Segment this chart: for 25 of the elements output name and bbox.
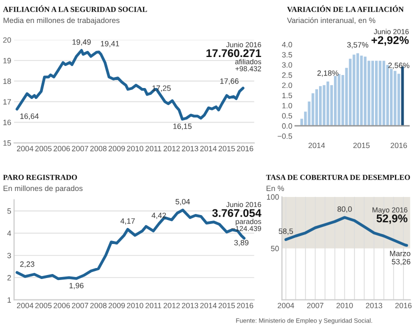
bar (352, 54, 356, 126)
bar (386, 64, 389, 126)
bar (348, 58, 352, 126)
annotation: 52,9% (376, 214, 408, 224)
bar (322, 85, 326, 126)
bar (378, 60, 382, 126)
bar (356, 53, 360, 126)
bar (315, 89, 318, 126)
bar (334, 76, 337, 126)
bar (326, 82, 330, 126)
bar (371, 60, 374, 126)
bar (368, 60, 370, 126)
bar (397, 74, 400, 126)
bar (319, 86, 322, 126)
bar (390, 68, 393, 126)
annotation: +2,92% (372, 36, 409, 46)
annotation: 3.767.054 (212, 209, 262, 217)
bar (360, 56, 363, 126)
bar (382, 60, 386, 126)
bar (394, 70, 396, 126)
bar (364, 56, 367, 126)
bar (312, 93, 314, 126)
bar (375, 60, 378, 126)
bar (338, 74, 340, 126)
annotation: 17.760.271 (206, 49, 262, 58)
